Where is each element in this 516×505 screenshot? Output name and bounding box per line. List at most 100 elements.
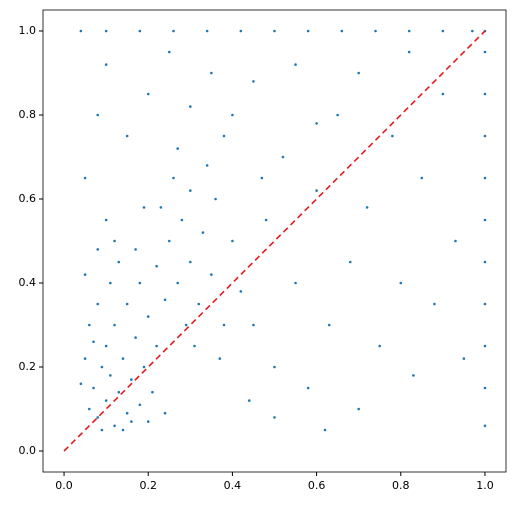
point bbox=[483, 302, 487, 306]
point bbox=[146, 420, 150, 423]
point bbox=[323, 428, 327, 432]
point bbox=[483, 344, 487, 348]
point bbox=[113, 323, 116, 327]
point bbox=[138, 29, 142, 33]
point bbox=[210, 273, 213, 276]
point bbox=[117, 390, 121, 394]
x-tick-label: 0.8 bbox=[392, 479, 410, 492]
point bbox=[121, 428, 125, 432]
point bbox=[130, 378, 133, 381]
y-tick-label: 0.4 bbox=[19, 276, 37, 289]
point bbox=[483, 386, 487, 390]
point bbox=[180, 218, 184, 222]
point bbox=[96, 113, 100, 117]
point bbox=[189, 189, 192, 192]
x-tick-label: 0.2 bbox=[139, 479, 157, 492]
x-tick-label: 1.0 bbox=[476, 479, 494, 492]
point bbox=[433, 302, 436, 306]
point bbox=[407, 50, 411, 54]
axes-frame bbox=[42, 9, 507, 473]
point bbox=[294, 63, 297, 66]
point bbox=[92, 386, 95, 390]
point bbox=[189, 260, 192, 264]
point bbox=[222, 323, 226, 327]
point bbox=[142, 206, 146, 209]
y-tick-label: 0.0 bbox=[19, 444, 37, 457]
y-tick-label: 0.6 bbox=[19, 192, 37, 205]
x-tick-label: 0.4 bbox=[224, 479, 242, 492]
point bbox=[281, 155, 285, 159]
point bbox=[378, 344, 382, 348]
point bbox=[218, 357, 222, 360]
point bbox=[231, 239, 234, 243]
point bbox=[130, 420, 133, 423]
point bbox=[412, 374, 415, 377]
point bbox=[483, 92, 487, 96]
point bbox=[155, 344, 158, 348]
point bbox=[214, 197, 217, 201]
reference-line bbox=[63, 30, 486, 452]
point bbox=[96, 302, 100, 306]
x-tick-label: 0.0 bbox=[55, 479, 73, 492]
point bbox=[83, 273, 87, 276]
point bbox=[357, 407, 360, 411]
point bbox=[151, 390, 154, 394]
point bbox=[121, 357, 125, 360]
point bbox=[260, 176, 264, 180]
point bbox=[163, 298, 167, 302]
point bbox=[92, 340, 95, 344]
point bbox=[306, 386, 310, 390]
point bbox=[193, 344, 196, 348]
point bbox=[483, 260, 487, 264]
point bbox=[125, 411, 129, 415]
point bbox=[134, 336, 137, 339]
point bbox=[104, 63, 108, 66]
point bbox=[109, 281, 112, 285]
point bbox=[146, 92, 150, 96]
point bbox=[483, 176, 487, 180]
point bbox=[357, 71, 360, 75]
point bbox=[315, 189, 318, 192]
point bbox=[142, 365, 146, 369]
point bbox=[184, 323, 188, 327]
point bbox=[483, 50, 487, 54]
point bbox=[294, 281, 297, 285]
point bbox=[159, 206, 163, 209]
point bbox=[100, 428, 104, 432]
point bbox=[273, 29, 276, 33]
point bbox=[340, 29, 344, 33]
point bbox=[327, 323, 331, 327]
point bbox=[247, 399, 251, 402]
point bbox=[88, 407, 91, 411]
point bbox=[483, 218, 487, 222]
point bbox=[374, 29, 377, 33]
point bbox=[96, 248, 100, 251]
point bbox=[239, 29, 243, 33]
point bbox=[104, 344, 108, 348]
point bbox=[172, 176, 175, 180]
point bbox=[79, 29, 83, 33]
point bbox=[273, 416, 276, 419]
point bbox=[365, 206, 369, 209]
point bbox=[134, 248, 137, 251]
point bbox=[197, 302, 201, 306]
point bbox=[172, 29, 175, 33]
point bbox=[441, 29, 445, 33]
point bbox=[315, 122, 318, 125]
point bbox=[471, 29, 474, 33]
point bbox=[113, 424, 116, 428]
point bbox=[79, 382, 83, 386]
y-tick-label: 1.0 bbox=[19, 24, 37, 37]
point bbox=[117, 260, 121, 264]
point bbox=[167, 239, 171, 243]
point bbox=[104, 399, 108, 402]
point bbox=[306, 29, 310, 33]
point bbox=[83, 176, 87, 180]
point bbox=[205, 29, 209, 33]
point bbox=[420, 176, 424, 180]
point bbox=[399, 281, 403, 285]
point bbox=[138, 403, 142, 407]
point bbox=[210, 71, 213, 75]
point bbox=[88, 323, 91, 327]
